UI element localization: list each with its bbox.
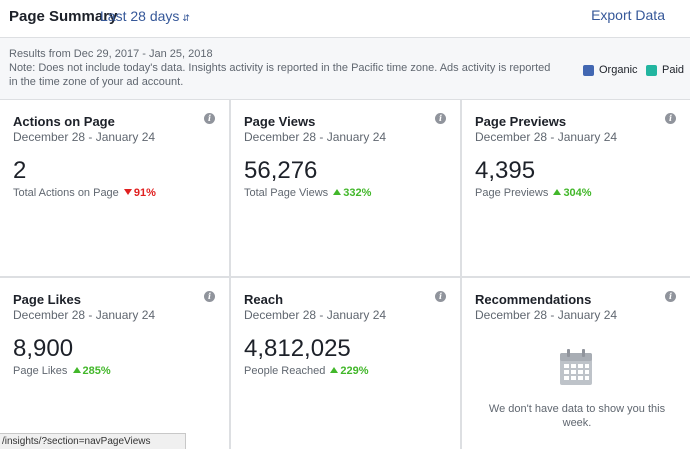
triangle-up-icon [333, 189, 342, 195]
card-subtitle: Page Likes 285% [13, 365, 111, 377]
triangle-up-icon [72, 367, 81, 373]
browser-status-bar: /insights/?section=navPageViews [0, 433, 186, 449]
info-icon[interactable]: i [204, 113, 215, 124]
card-value: 8,900 [13, 335, 74, 362]
card-page-views[interactable]: Page Views December 28 - January 24 i 56… [231, 100, 460, 276]
change-up: 285% [72, 365, 111, 377]
triangle-up-icon [330, 367, 339, 373]
empty-state-message: We don't have data to show you this week… [488, 403, 666, 429]
card-value: 4,812,025 [244, 335, 351, 362]
date-range-dropdown[interactable]: Last 28 days ⇵ [100, 8, 190, 24]
triangle-up-icon [553, 189, 562, 195]
legend-organic: Organic [583, 64, 638, 76]
card-date-range: December 28 - January 24 [244, 130, 387, 144]
date-range-label[interactable]: Last 28 days [100, 8, 180, 24]
card-reach[interactable]: Reach December 28 - January 24 i 4,812,0… [231, 278, 460, 449]
legend-label: Organic [599, 64, 638, 76]
change-up: 304% [553, 187, 592, 199]
card-page-previews[interactable]: Page Previews December 28 - January 24 i… [462, 100, 690, 276]
card-title: Page Views [244, 114, 316, 129]
card-subtitle: Page Previews 304% [475, 187, 592, 199]
timezone-note: Note: Does not include today's data. Ins… [9, 62, 551, 88]
legend-paid: Paid [646, 64, 684, 76]
card-date-range: December 28 - January 24 [13, 130, 156, 144]
card-date-range: December 28 - January 24 [13, 308, 156, 322]
metrics-grid: Actions on Page December 28 - January 24… [0, 100, 690, 449]
card-value: 56,276 [244, 157, 318, 184]
triangle-down-icon [123, 189, 132, 195]
card-title: Reach [244, 292, 284, 307]
info-icon[interactable]: i [665, 113, 676, 124]
organic-swatch [583, 64, 594, 76]
card-actions-on-page[interactable]: Actions on Page December 28 - January 24… [0, 100, 229, 276]
info-icon[interactable]: i [665, 291, 676, 302]
change-up: 332% [333, 187, 371, 199]
calendar-icon [560, 349, 592, 385]
chevron-updown-icon[interactable]: ⇵ [182, 13, 190, 23]
card-recommendations[interactable]: Recommendations December 28 - January 24… [462, 278, 690, 449]
date-notice: Results from Dec 29, 2017 - Jan 25, 2018… [0, 38, 690, 100]
card-date-range: December 28 - January 24 [244, 308, 387, 322]
page-summary-header: Page Summary Last 28 days ⇵ Export Data [0, 0, 690, 38]
info-icon[interactable]: i [435, 113, 446, 124]
card-title: Recommendations [475, 292, 592, 307]
card-title: Page Likes [13, 292, 81, 307]
change-down: 91% [123, 187, 156, 199]
card-title: Actions on Page [13, 114, 115, 129]
card-date-range: December 28 - January 24 [475, 130, 618, 144]
paid-swatch [646, 64, 657, 76]
results-range-text: Results from Dec 29, 2017 - Jan 25, 2018 [9, 48, 213, 60]
export-data-link[interactable]: Export Data [591, 7, 665, 23]
card-subtitle: Total Actions on Page 91% [13, 187, 156, 199]
card-value: 2 [13, 157, 27, 184]
card-subtitle: People Reached 229% [244, 365, 369, 377]
card-date-range: December 28 - January 24 [475, 308, 618, 322]
card-subtitle: Total Page Views 332% [244, 187, 372, 199]
card-title: Page Previews [475, 114, 567, 129]
info-icon[interactable]: i [435, 291, 446, 302]
info-icon[interactable]: i [204, 291, 215, 302]
card-value: 4,395 [475, 157, 536, 184]
card-page-likes[interactable]: Page Likes December 28 - January 24 i 8,… [0, 278, 229, 449]
page-title: Page Summary [9, 8, 118, 25]
legend-label: Paid [662, 64, 685, 76]
change-up: 229% [330, 365, 369, 377]
